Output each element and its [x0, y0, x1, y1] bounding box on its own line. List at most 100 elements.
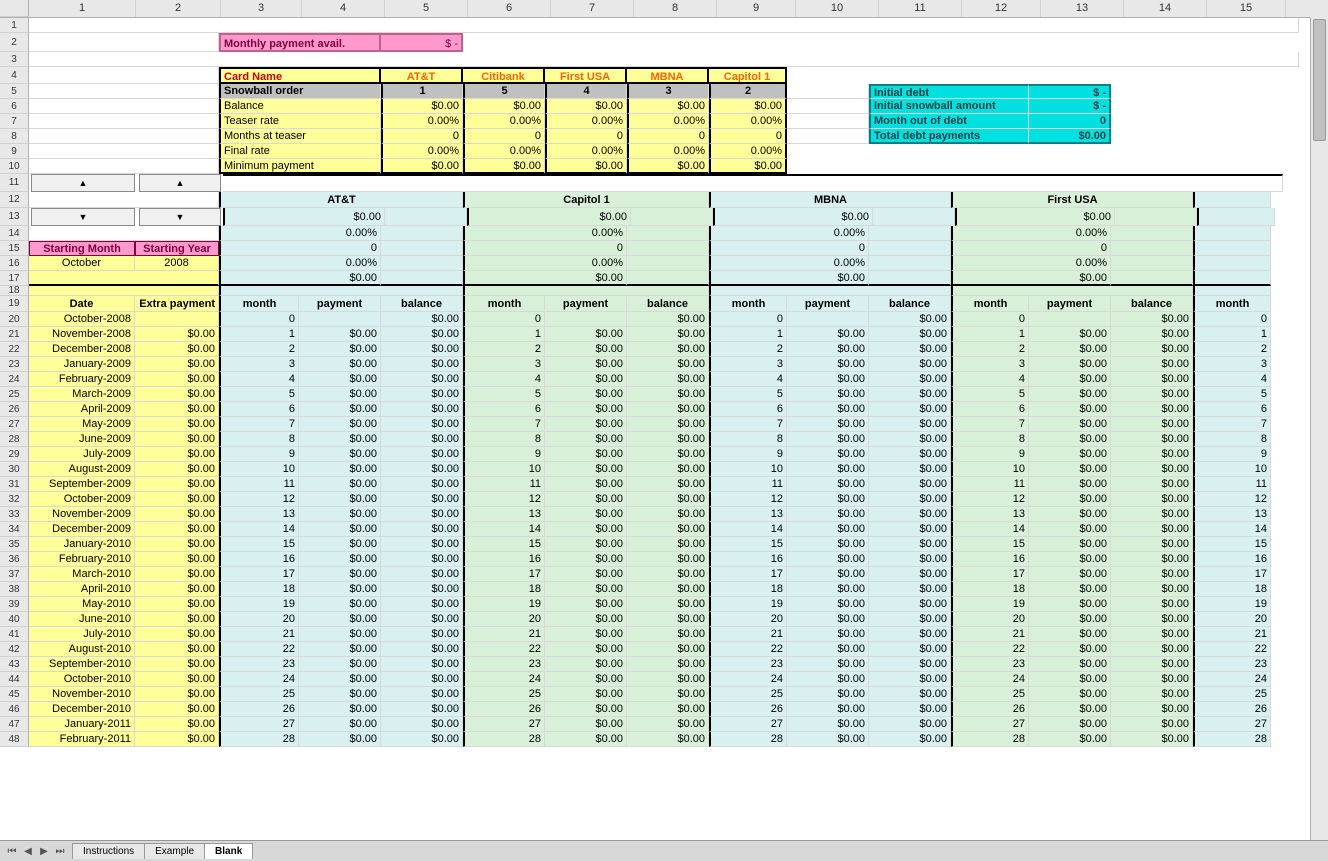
cell [29, 99, 219, 114]
card-row-value[interactable]: 0 [709, 129, 787, 144]
extra-cell[interactable]: $0.00 [135, 357, 219, 372]
extra-cell[interactable]: $0.00 [135, 492, 219, 507]
card-row-value[interactable]: 0.00% [463, 114, 545, 129]
col-header[interactable]: 5 [385, 0, 468, 17]
card-row-value[interactable]: $0.00 [463, 159, 545, 174]
card-row-value[interactable]: $0.00 [709, 159, 787, 174]
card-row-value[interactable]: $0.00 [381, 159, 463, 174]
extra-cell[interactable]: $0.00 [135, 657, 219, 672]
extra-cell[interactable]: $0.00 [135, 582, 219, 597]
extra-cell[interactable]: $0.00 [135, 642, 219, 657]
extra-cell[interactable]: $0.00 [135, 687, 219, 702]
tab-nav-next-icon[interactable]: ▶ [36, 846, 52, 857]
extra-cell[interactable]: $0.00 [135, 507, 219, 522]
balance-cell: $0.00 [1111, 642, 1193, 657]
card-name[interactable]: MBNA [627, 67, 709, 84]
col-header[interactable]: 1 [29, 0, 136, 17]
extra-cell[interactable]: $0.00 [135, 522, 219, 537]
card-row-value[interactable]: 5 [463, 84, 545, 99]
col-header[interactable]: 12 [962, 0, 1041, 17]
summary-label: Total debt payments [869, 129, 1029, 144]
starting-month-value[interactable]: October [29, 256, 135, 271]
month-cell: 17 [709, 567, 787, 582]
vertical-scrollbar[interactable] [1310, 17, 1328, 841]
extra-cell[interactable]: $0.00 [135, 537, 219, 552]
card-row-value[interactable]: 0.00% [709, 114, 787, 129]
card-row-value[interactable]: $0.00 [545, 99, 627, 114]
year-down-button[interactable]: ▼ [139, 208, 221, 226]
card-row-value[interactable]: 0.00% [463, 144, 545, 159]
card-row-value[interactable]: 0.00% [627, 114, 709, 129]
extra-cell[interactable]: $0.00 [135, 597, 219, 612]
sheet-tab-blank[interactable]: Blank [204, 843, 253, 859]
card-row-value[interactable]: 1 [381, 84, 463, 99]
monthly-payment-value[interactable]: $ - [381, 33, 463, 52]
extra-cell[interactable]: $0.00 [135, 417, 219, 432]
col-header[interactable]: 4 [302, 0, 385, 17]
month-down-button[interactable]: ▼ [31, 208, 135, 226]
month-cell: 25 [709, 687, 787, 702]
card-row-value[interactable]: 0.00% [381, 114, 463, 129]
card-row-value[interactable]: 0 [627, 129, 709, 144]
card-row-value[interactable]: 4 [545, 84, 627, 99]
card-row-value[interactable]: 0.00% [545, 144, 627, 159]
sheet-tab-example[interactable]: Example [144, 843, 205, 859]
card-row-value[interactable]: 3 [627, 84, 709, 99]
col-header[interactable]: 14 [1124, 0, 1207, 17]
extra-cell[interactable]: $0.00 [135, 477, 219, 492]
tab-nav-first-icon[interactable]: ⏮ [4, 846, 20, 857]
extra-cell[interactable]: $0.00 [135, 402, 219, 417]
tab-nav-last-icon[interactable]: ⏭ [52, 846, 68, 857]
extra-cell[interactable]: $0.00 [135, 612, 219, 627]
col-header[interactable]: 11 [879, 0, 962, 17]
extra-cell[interactable]: $0.00 [135, 702, 219, 717]
extra-cell[interactable]: $0.00 [135, 717, 219, 732]
extra-cell[interactable]: $0.00 [135, 387, 219, 402]
col-header[interactable]: 6 [468, 0, 551, 17]
card-row-value[interactable]: 0.00% [545, 114, 627, 129]
card-row-value[interactable]: 0.00% [709, 144, 787, 159]
month-up-button[interactable]: ▲ [31, 174, 135, 192]
extra-cell[interactable]: $0.00 [135, 372, 219, 387]
card-row-value[interactable]: 2 [709, 84, 787, 99]
card-row-value[interactable]: 0.00% [381, 144, 463, 159]
card-row-value[interactable]: 0 [545, 129, 627, 144]
card-row-value[interactable]: $0.00 [709, 99, 787, 114]
card-row-value[interactable]: $0.00 [463, 99, 545, 114]
col-header[interactable]: 7 [551, 0, 634, 17]
extra-cell[interactable]: $0.00 [135, 552, 219, 567]
card-row-value[interactable]: 0 [463, 129, 545, 144]
year-up-button[interactable]: ▲ [139, 174, 221, 192]
col-header[interactable]: 15 [1207, 0, 1286, 17]
extra-cell[interactable]: $0.00 [135, 342, 219, 357]
card-row-value[interactable]: 0.00% [627, 144, 709, 159]
extra-cell[interactable]: $0.00 [135, 672, 219, 687]
extra-cell[interactable]: $0.00 [135, 567, 219, 582]
extra-cell[interactable]: $0.00 [135, 732, 219, 747]
card-row-value[interactable]: $0.00 [545, 159, 627, 174]
extra-cell[interactable]: $0.00 [135, 627, 219, 642]
extra-cell[interactable]: $0.00 [135, 447, 219, 462]
card-name[interactable]: Citibank [463, 67, 545, 84]
month-cell: 25 [1193, 687, 1271, 702]
card-row-value[interactable]: $0.00 [627, 159, 709, 174]
card-row-value[interactable]: $0.00 [627, 99, 709, 114]
card-name[interactable]: AT&T [381, 67, 463, 84]
card-row-value[interactable]: $0.00 [381, 99, 463, 114]
card-name[interactable]: First USA [545, 67, 627, 84]
card-row-value[interactable]: 0 [381, 129, 463, 144]
col-header[interactable]: 3 [221, 0, 302, 17]
col-header[interactable]: 8 [634, 0, 717, 17]
starting-year-value[interactable]: 2008 [135, 256, 219, 271]
card-name[interactable]: Capitol 1 [709, 67, 787, 84]
sheet-tab-instructions[interactable]: Instructions [72, 843, 145, 859]
col-header[interactable]: 13 [1041, 0, 1124, 17]
col-header[interactable]: 10 [796, 0, 879, 17]
col-header[interactable]: 2 [136, 0, 221, 17]
tab-nav-prev-icon[interactable]: ◀ [20, 846, 36, 857]
extra-cell[interactable] [135, 312, 219, 327]
extra-cell[interactable]: $0.00 [135, 327, 219, 342]
col-header[interactable]: 9 [717, 0, 796, 17]
extra-cell[interactable]: $0.00 [135, 432, 219, 447]
extra-cell[interactable]: $0.00 [135, 462, 219, 477]
